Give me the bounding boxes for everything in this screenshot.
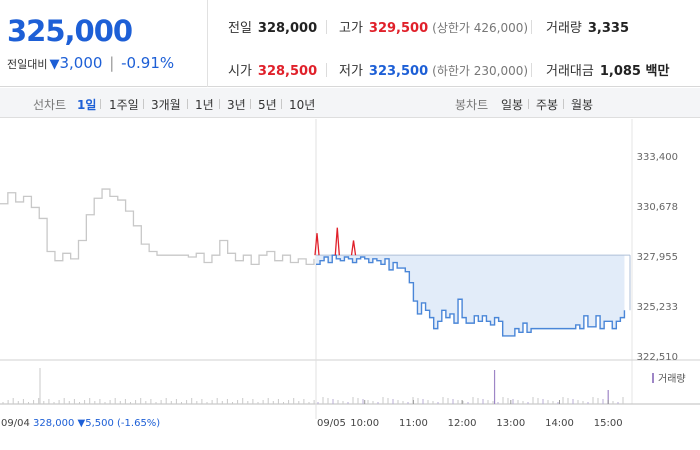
trade-amount-cell: 거래대금 1,085 백만 — [546, 60, 669, 80]
divider — [326, 20, 327, 34]
prev-day-price-line — [0, 188, 315, 266]
y-tick-label: 325,233 — [637, 302, 678, 313]
tab-monthly-candle[interactable]: 월봉 — [571, 98, 594, 112]
change-percent: -0.91% — [121, 54, 175, 72]
y-tick-label: 333,400 — [637, 152, 678, 163]
tab-3-months[interactable]: 3개월 — [151, 98, 181, 112]
low-cell: 저가 323,500 (하한가 230,000) — [339, 60, 528, 80]
high-cell: 고가 329,500 (상한가 426,000) — [339, 17, 528, 37]
divider — [100, 99, 101, 109]
x-tick-label: 15:00 — [594, 418, 623, 429]
intraday-price-chart: 333,400 330,678 327,955 325,233 322,510 거래량 09… — [0, 119, 700, 450]
change-separator: | — [109, 54, 115, 72]
x-tick-label: 12:00 — [448, 418, 477, 429]
upper-limit: (상한가 426,000) — [432, 21, 529, 35]
divider — [187, 99, 188, 109]
line-chart-label: 선차트 — [33, 98, 67, 112]
up-spike — [350, 240, 357, 256]
volume-legend-label: 거래량 — [658, 373, 686, 385]
current-price-box: 325,000 전일대비 ▼3,000 | -0.91% — [0, 0, 208, 87]
lower-limit: (하한가 230,000) — [432, 64, 529, 78]
x-tick-label: 10:00 — [350, 418, 379, 429]
tab-1-week[interactable]: 1주일 — [109, 98, 139, 112]
volume-cell: 거래량 3,335 — [546, 17, 629, 37]
divider — [326, 63, 327, 77]
x-tick-label: 13:00 — [496, 418, 525, 429]
chart-period-tabs: 선차트 1일 1주일 3개월 1년 3년 5년 10년 봉차트 일봉 주봉 월봉 — [0, 88, 700, 118]
prev-day-summary: 328,000 ▼5,500 (-1.65%) — [33, 418, 160, 429]
divider — [219, 99, 220, 109]
x-tick-label: 09/04 — [1, 418, 30, 429]
current-price: 325,000 — [7, 14, 133, 48]
prev-close-cell: 전일 328,000 — [228, 17, 317, 37]
tab-daily-candle[interactable]: 일봉 — [501, 98, 524, 112]
tab-1-year[interactable]: 1년 — [195, 98, 214, 112]
prev-close-label: 전일 — [228, 21, 252, 36]
trade-amount-value: 1,085 백만 — [599, 64, 670, 79]
low-value: 323,500 — [368, 64, 429, 79]
divider — [528, 99, 529, 109]
tab-1-day[interactable]: 1일 — [77, 98, 97, 112]
y-tick-label: 322,510 — [637, 352, 678, 363]
divider — [531, 20, 532, 34]
open-label: 시가 — [228, 64, 252, 79]
volume-legend-swatch — [652, 373, 654, 383]
y-tick-label: 327,955 — [637, 252, 678, 263]
divider — [250, 99, 251, 109]
tab-5-years[interactable]: 5년 — [258, 98, 277, 112]
volume-label: 거래량 — [546, 21, 582, 36]
volume-value: 3,335 — [587, 21, 630, 36]
y-tick-label: 330,678 — [637, 202, 678, 213]
divider — [531, 63, 532, 77]
high-label: 고가 — [339, 21, 363, 36]
x-tick-label: 11:00 — [399, 418, 428, 429]
tab-10-years[interactable]: 10년 — [289, 98, 316, 112]
up-spike — [334, 227, 340, 256]
down-triangle-icon: ▼ — [49, 57, 60, 72]
up-spike — [314, 233, 320, 256]
tab-3-years[interactable]: 3년 — [227, 98, 246, 112]
x-tick-label: 09/05 — [317, 418, 346, 429]
prev-close-value: 328,000 — [257, 21, 318, 36]
below-close-area — [316, 255, 625, 336]
change-label: 전일대비 — [7, 58, 48, 71]
price-change-row: 전일대비 ▼3,000 | -0.91% — [7, 54, 174, 72]
open-value: 328,500 — [257, 64, 318, 79]
divider — [143, 99, 144, 109]
price-info-grid: 전일 328,000 고가 329,500 (상한가 426,000) 거래량 3,33… — [208, 0, 700, 87]
trade-amount-label: 거래대금 — [546, 64, 594, 79]
x-tick-label: 14:00 — [545, 418, 574, 429]
change-amount: 3,000 — [59, 54, 103, 72]
today-price-line — [316, 254, 626, 337]
stock-summary: 325,000 전일대비 ▼3,000 | -0.91% 전일 328,000 고가… — [0, 0, 700, 87]
divider — [563, 99, 564, 109]
candle-chart-label: 봉차트 — [455, 98, 489, 112]
high-value: 329,500 — [368, 21, 429, 36]
open-cell: 시가 328,500 — [228, 60, 317, 80]
low-label: 저가 — [339, 64, 363, 79]
divider — [281, 99, 282, 109]
tab-weekly-candle[interactable]: 주봉 — [536, 98, 559, 112]
